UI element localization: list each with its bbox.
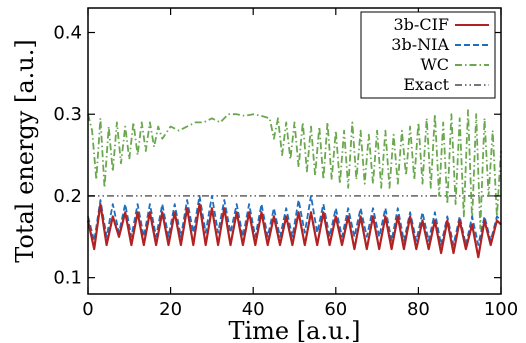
series-line-wc (87, 109, 502, 230)
legend-label: Exact (403, 75, 449, 94)
x-tick-label: 40 (242, 299, 265, 320)
y-tick-label: 0.3 (53, 104, 82, 125)
x-tick-label: 20 (159, 299, 182, 320)
legend-label: 3b-NIA (391, 35, 449, 54)
x-tick-label: 0 (82, 299, 93, 320)
series-line-3b-cif (86, 203, 502, 259)
x-tick-label: 80 (407, 299, 430, 320)
series-layer (86, 109, 502, 259)
legend-box (360, 11, 496, 99)
x-axis-label: Time [a.u.] (228, 317, 360, 343)
legend-label: WC (420, 55, 449, 74)
x-tick-label: 100 (484, 299, 518, 320)
y-tick-label: 0.1 (53, 268, 82, 289)
y-axis-label: Total energy [a.u.] (11, 39, 39, 263)
ticks-layer: 0 20 40 60 80 100 0.1 0.2 0.3 0.4 (53, 8, 518, 320)
legend-label: 3b-CIF (394, 15, 450, 34)
y-tick-label: 0.2 (53, 186, 82, 207)
plot-frame (87, 7, 502, 295)
y-tick-label: 0.4 (53, 23, 82, 44)
x-tick-label: 60 (324, 299, 347, 320)
